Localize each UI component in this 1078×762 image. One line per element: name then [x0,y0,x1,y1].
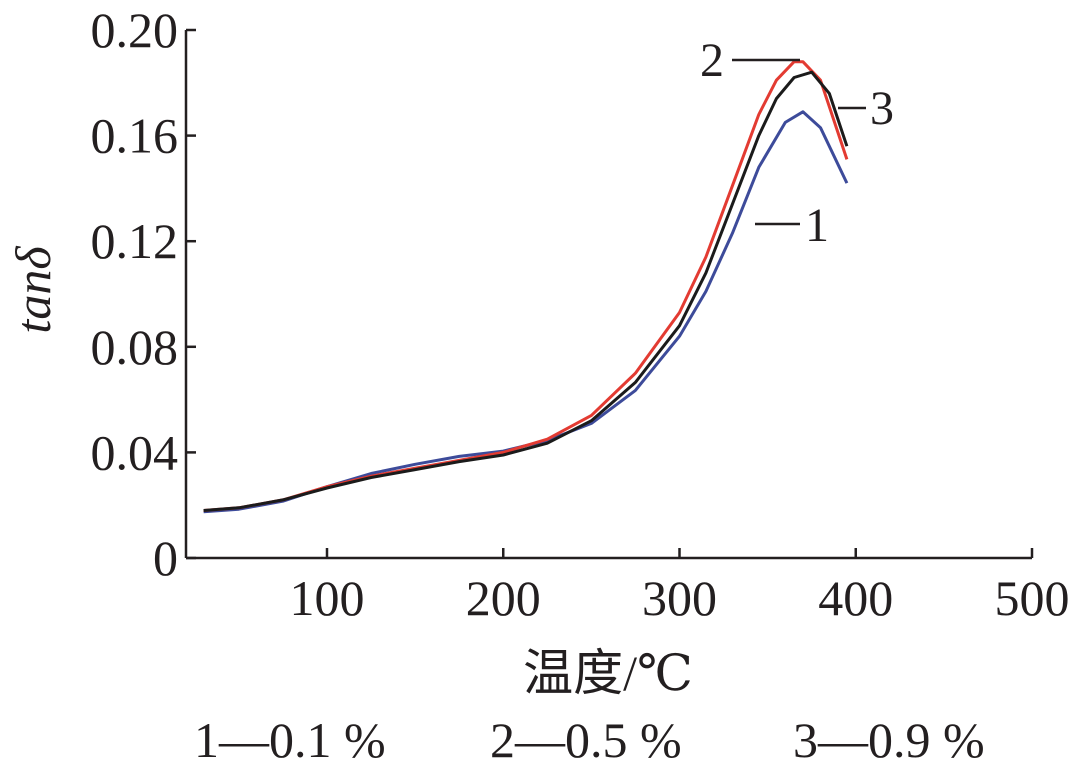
axes: 0 0.04 0.08 0.12 0.16 0.20 100 200 300 400 500 [91,2,1070,626]
curve-label-2: 2 [700,34,724,87]
legend-item-3: 3—0.9 % [793,712,985,762]
x-tick-label: 100 [290,570,365,626]
curve-label-1: 1 [805,199,829,252]
x-tick-label: 200 [466,570,541,626]
y-tick-label: 0.20 [91,2,179,58]
y-axis-title: tanδ [5,246,61,334]
y-tick-label: 0 [153,530,178,586]
y-tick-label: 0.08 [91,319,179,375]
x-tick-label: 500 [995,570,1070,626]
legend: 1—0.1 % 2—0.5 % 3—0.9 % [194,712,985,762]
x-tick-label: 300 [642,570,717,626]
y-tick-label: 0.12 [91,213,179,269]
legend-item-2: 2—0.5 % [490,712,682,762]
series-line-1 [203,110,849,514]
series-group [203,60,849,514]
x-tick-label: 400 [818,570,893,626]
x-axis-title: 温度/℃ [523,645,693,701]
series-line-2 [203,60,849,512]
y-tick-label: 0.16 [91,108,179,164]
series-line-3 [203,70,849,512]
curve-annotations: 1 2 3 [700,34,894,252]
y-tick-label: 0.04 [91,424,179,480]
legend-item-1: 1—0.1 % [194,712,386,762]
curve-label-3: 3 [870,82,894,135]
